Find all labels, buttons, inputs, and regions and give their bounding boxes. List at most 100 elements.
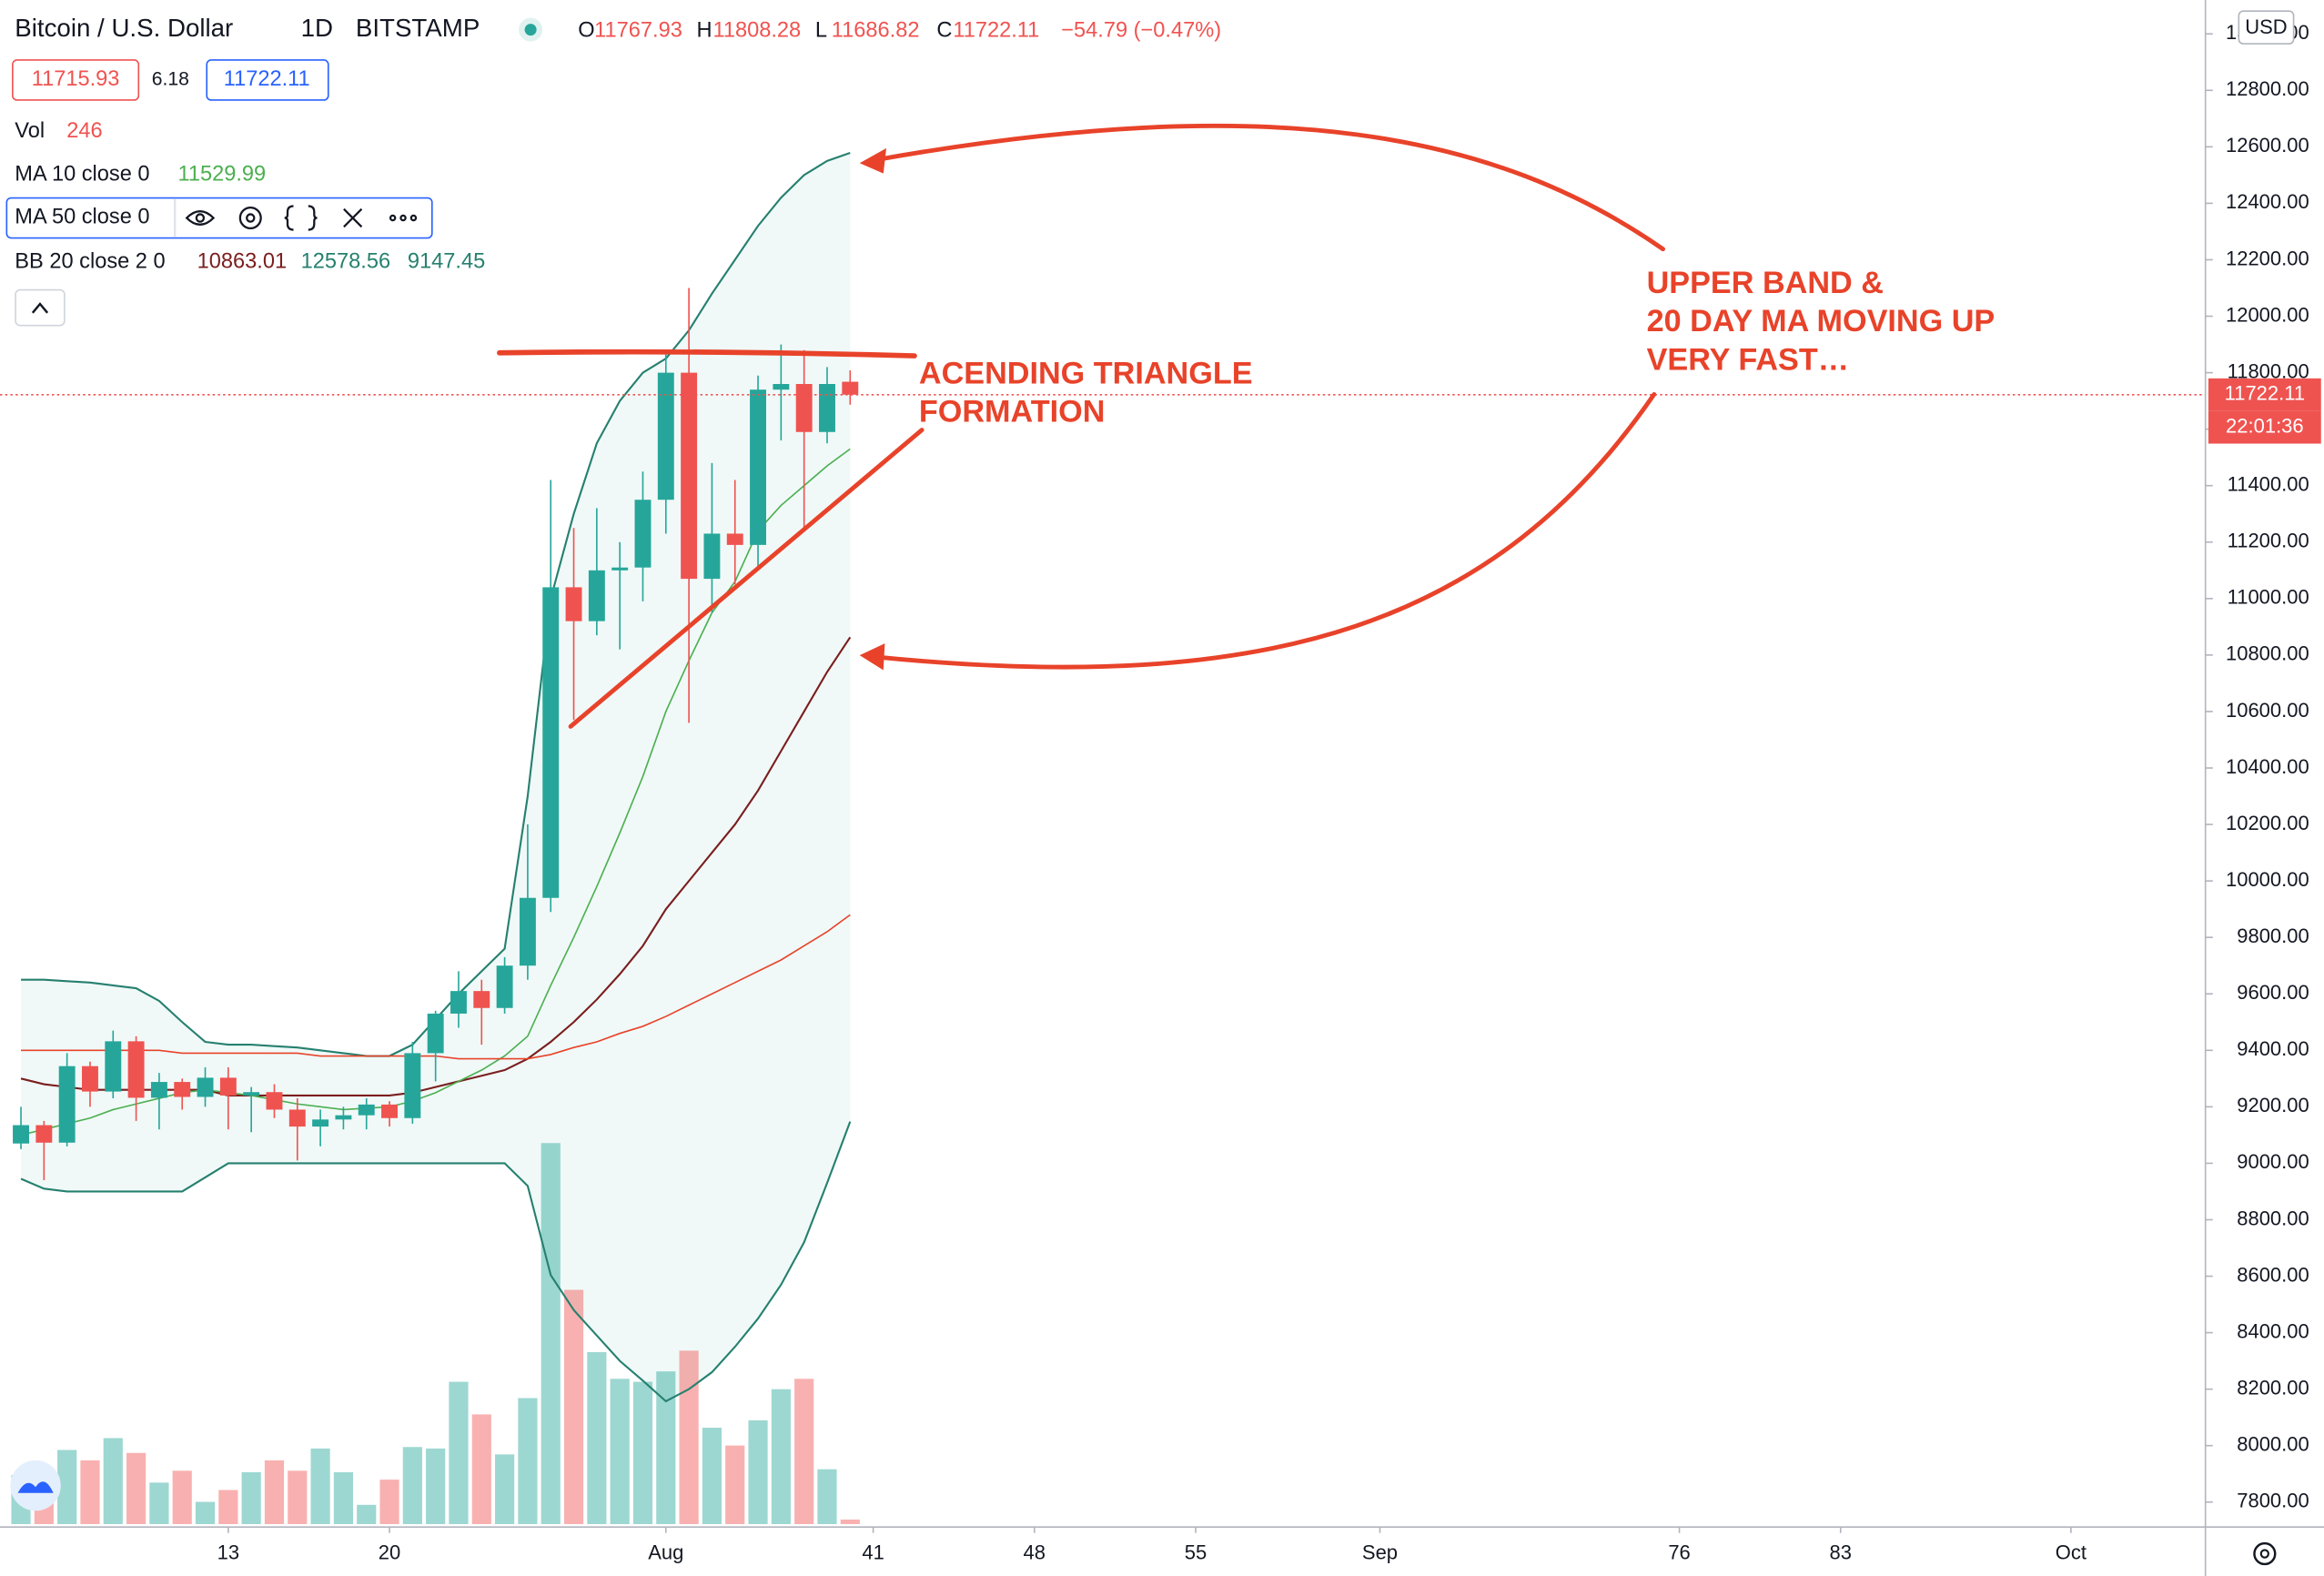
countdown-badge (2208, 410, 2321, 444)
more-dot[interactable] (409, 214, 418, 222)
volume-bar (725, 1445, 745, 1524)
candle-body (127, 1041, 145, 1098)
volume-label: Vol (15, 119, 45, 143)
y-tick-label: 9400.00 (2237, 1037, 2309, 1060)
drawings (497, 123, 1665, 729)
bb-lower (20, 1121, 852, 1403)
volume-bar (518, 1398, 538, 1524)
bid: 11715.93 (32, 67, 120, 91)
x-tick-label: 20 (379, 1541, 400, 1563)
logo[interactable] (10, 1460, 61, 1511)
y-tick-label: 8200.00 (2237, 1376, 2309, 1399)
candle-body (634, 500, 652, 568)
ohlc-key: L (815, 18, 827, 42)
volume-bar (426, 1448, 446, 1524)
logo-mark (17, 1481, 54, 1493)
candle-body (150, 1082, 167, 1098)
candle-body (288, 1109, 306, 1127)
x-tick-label: 83 (1830, 1541, 1852, 1563)
volume-bar (241, 1471, 261, 1524)
volume-bar (449, 1381, 469, 1524)
y-tick-label: 10200.00 (2226, 812, 2309, 834)
volume-bar (57, 1450, 77, 1524)
volume-bar (333, 1471, 354, 1524)
y-tick-label: 12400.00 (2226, 190, 2309, 213)
arrowhead-upper (859, 147, 887, 174)
candle-body (726, 533, 743, 545)
y-tick-label: 9200.00 (2237, 1094, 2309, 1116)
volume-bar (288, 1470, 308, 1524)
volume-bar (264, 1460, 285, 1524)
candle-body (611, 567, 629, 571)
eye-pupil (195, 213, 206, 223)
candle-body (358, 1104, 375, 1116)
annotation-line: VERY FAST… (1647, 343, 1849, 378)
volume-bar (702, 1428, 722, 1524)
candle-body (588, 570, 605, 621)
y-tick-label: 11400.00 (2228, 473, 2309, 496)
more-dot[interactable] (399, 214, 407, 222)
ma10-label: MA 10 close 0 (15, 162, 149, 186)
annotation-line: ACENDING TRIANGLE (919, 356, 1253, 390)
x-tick-label: 41 (862, 1541, 884, 1563)
volume-bar (817, 1469, 837, 1524)
y-tick-label: 11200.00 (2228, 530, 2309, 552)
arrow-upper (872, 123, 1665, 252)
candle-body (427, 1013, 444, 1054)
y-tick-label: 10000.00 (2226, 868, 2309, 891)
ma50-legend-box[interactable] (5, 197, 433, 239)
ohlc-value: 11686.82 (832, 18, 920, 42)
settings-icon[interactable] (2253, 1541, 2277, 1566)
settings-center (2259, 1549, 2269, 1559)
candle-body (657, 372, 674, 500)
bb-upper-value: 12578.56 (301, 250, 390, 274)
candle-body (565, 587, 582, 621)
remove-icon[interactable] (343, 207, 363, 228)
gear-icon[interactable] (238, 206, 262, 230)
currency-box[interactable] (2238, 10, 2295, 45)
volume-bar (195, 1501, 216, 1524)
collapse-button[interactable] (15, 288, 66, 327)
last-price-badge (2208, 378, 2321, 411)
interval[interactable]: 1D (301, 14, 333, 42)
y-tick-label: 8800.00 (2237, 1207, 2309, 1229)
volume-bar (218, 1490, 238, 1524)
candle-body (13, 1125, 29, 1144)
candle-body (750, 389, 767, 545)
volume-bar (495, 1454, 515, 1524)
y-tick-label: 8600.00 (2237, 1263, 2309, 1286)
ask: 11722.11 (224, 67, 310, 91)
volume-bar (771, 1389, 791, 1524)
annotation-line: UPPER BAND & (1647, 266, 1884, 300)
volume-bar (541, 1143, 561, 1524)
eye-icon[interactable] (185, 210, 216, 226)
collapse-icon (31, 302, 49, 314)
ask-box[interactable] (206, 59, 329, 101)
arrow-lower (872, 391, 1657, 670)
ma50-label: MA 50 close 0 (15, 206, 149, 229)
candle-body (381, 1104, 398, 1118)
countdown: 22:01:36 (2226, 414, 2304, 437)
ohlc-value: 11808.28 (712, 18, 801, 42)
bb-label: BB 20 close 2 0 (15, 250, 165, 274)
candle-body (842, 381, 859, 395)
y-tick-label: 10800.00 (2226, 642, 2309, 665)
candle-body (219, 1077, 237, 1096)
y-tick-label: 9000.00 (2237, 1150, 2309, 1173)
candle-body (197, 1077, 214, 1097)
plot-area (0, 152, 2206, 1524)
bid-box[interactable] (12, 59, 140, 101)
more-dot[interactable] (389, 214, 397, 222)
x-tick-label: 76 (1668, 1541, 1690, 1563)
y-tick-label: 8000.00 (2237, 1433, 2309, 1456)
symbol: Bitcoin / U.S. Dollar (15, 14, 233, 42)
y-tick-label: 10600.00 (2226, 699, 2309, 722)
candle-body (243, 1092, 260, 1096)
x-tick-label: 13 (217, 1541, 239, 1563)
y-tick-label: 11000.00 (2228, 586, 2309, 609)
volume-bar (748, 1419, 768, 1524)
candle-body (82, 1066, 98, 1092)
volume-bar (172, 1470, 192, 1524)
